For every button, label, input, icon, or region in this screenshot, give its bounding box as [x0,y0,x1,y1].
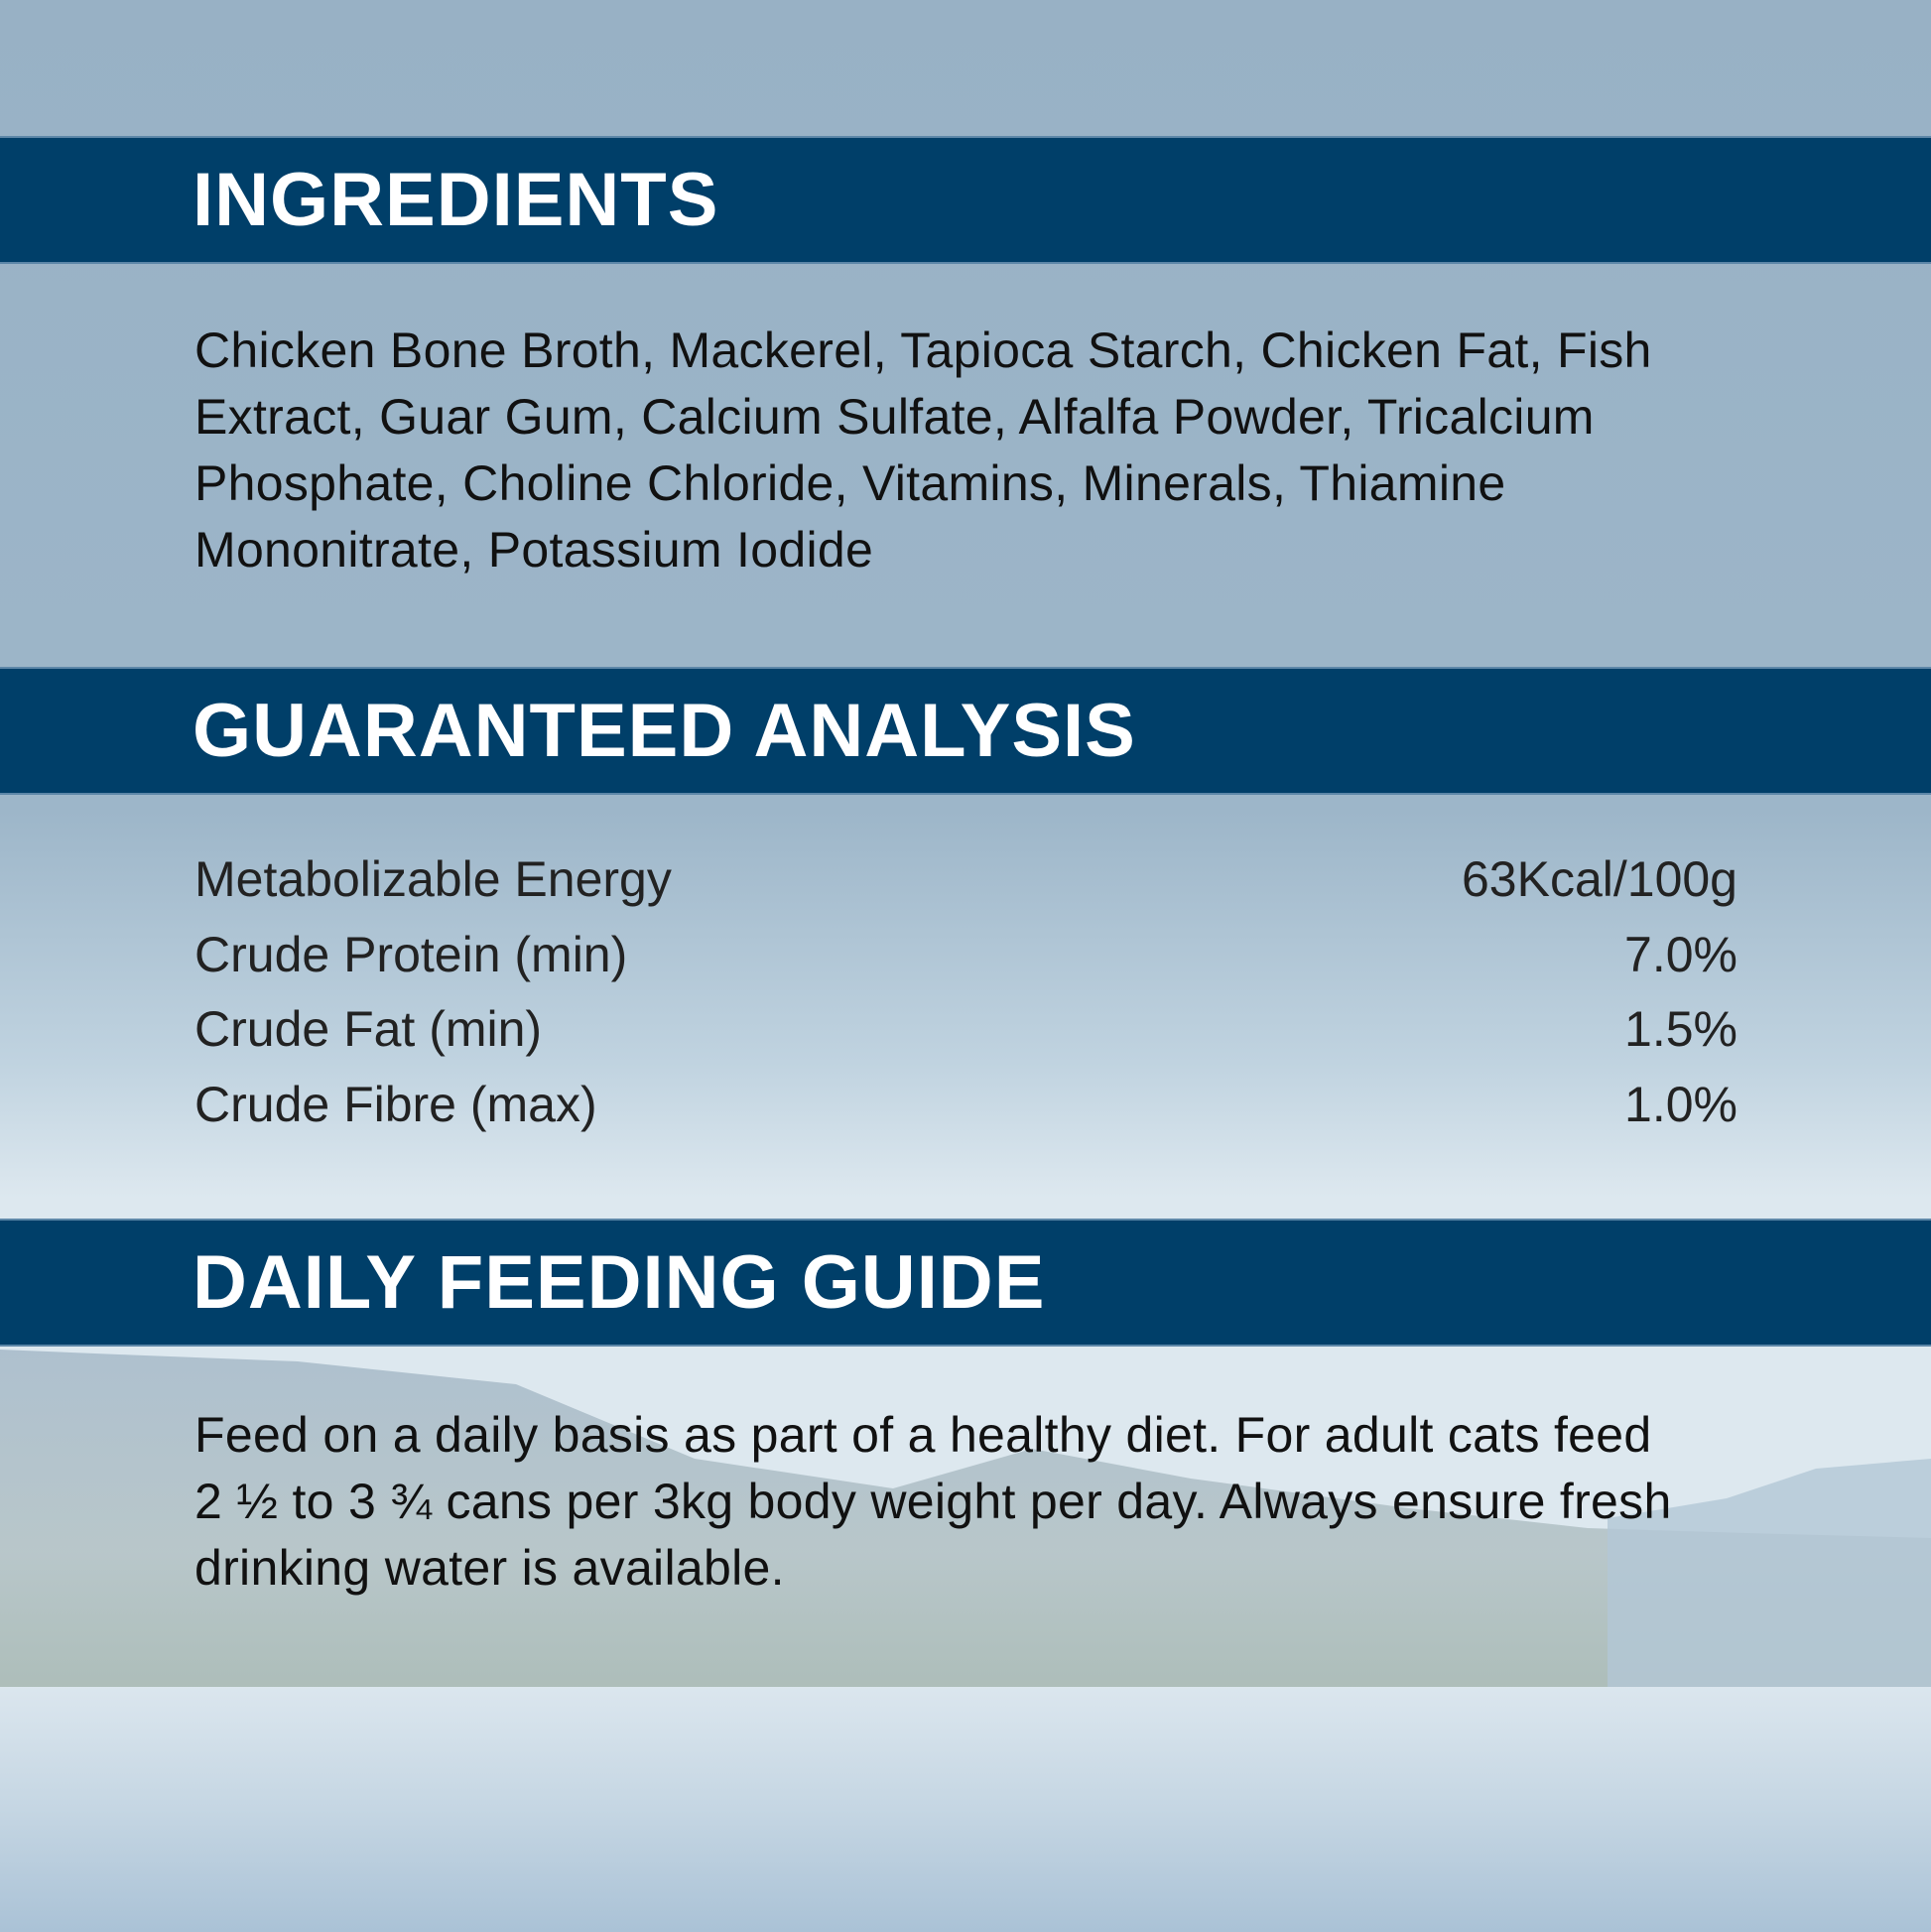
analysis-table: Metabolizable Energy 63Kcal/100g Crude Pr… [194,842,1738,1142]
analysis-row: Crude Protein (min) 7.0% [194,918,1738,993]
analysis-value: 63Kcal/100g [1461,851,1738,907]
ingredients-heading: INGREDIENTS [193,158,719,242]
analysis-value: 7.0% [1624,926,1738,982]
analysis-row: Crude Fibre (max) 1.0% [194,1068,1738,1143]
feeding-heading: DAILY FEEDING GUIDE [193,1240,1046,1325]
analysis-row: Metabolizable Energy 63Kcal/100g [194,842,1738,918]
analysis-row: Crude Fat (min) 1.5% [194,992,1738,1068]
analysis-label: Crude Protein (min) [194,926,628,982]
analysis-heading: GUARANTEED ANALYSIS [193,689,1136,773]
ingredients-banner: INGREDIENTS [0,136,1931,264]
analysis-label: Crude Fat (min) [194,1001,543,1057]
ingredients-text: Chicken Bone Broth, Mackerel, Tapioca St… [194,322,1652,578]
feeding-banner: DAILY FEEDING GUIDE [0,1219,1931,1347]
analysis-label: Metabolizable Energy [194,851,672,907]
feeding-text: Feed on a daily basis as part of a healt… [194,1407,1672,1596]
analysis-value: 1.0% [1624,1076,1738,1132]
analysis-banner: GUARANTEED ANALYSIS [0,667,1931,795]
analysis-label: Crude Fibre (max) [194,1076,597,1132]
analysis-value: 1.5% [1624,1001,1738,1057]
